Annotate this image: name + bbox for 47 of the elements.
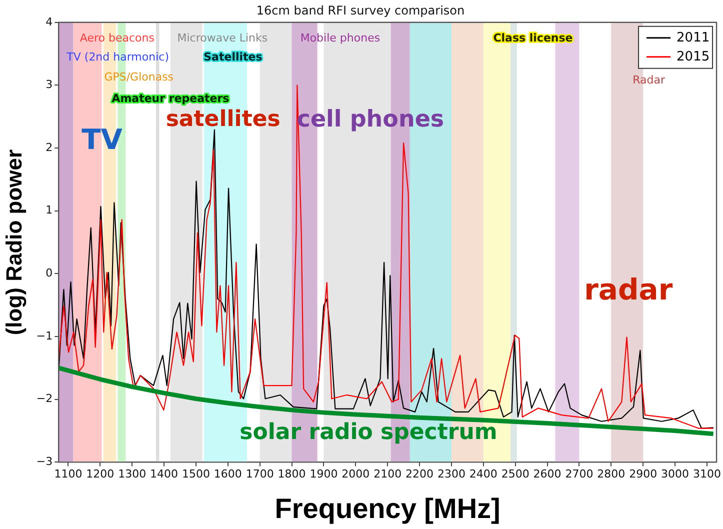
annotation: GPS/Glonass xyxy=(104,70,174,84)
annotation: Aero beacons xyxy=(80,32,155,45)
y-tick-label: −2 xyxy=(36,392,53,406)
annotation: Class license xyxy=(493,32,573,45)
x-tick-label: 1200 xyxy=(86,468,114,481)
annotation: Amateur repeaters xyxy=(112,92,230,105)
x-tick-label: 1600 xyxy=(214,468,242,481)
y-tick-label: −3 xyxy=(36,455,53,468)
x-tick-label: 2400 xyxy=(469,468,498,481)
annotation: TV (2nd harmonic) xyxy=(66,50,169,64)
y-axis-title: (log) Radio power xyxy=(1,148,26,336)
x-tick-label: 1900 xyxy=(310,468,338,481)
y-tick-label: 2 xyxy=(46,140,53,154)
x-tick-label: 2600 xyxy=(533,468,562,481)
x-tick-label: 1100 xyxy=(54,468,82,481)
x-axis-title: Frequency [MHz] xyxy=(274,492,500,524)
chart-title: 16cm band RFI survey comparison xyxy=(256,3,465,18)
annotation: TV xyxy=(82,122,123,156)
x-tick-label: 2000 xyxy=(342,468,370,481)
legend-label: 2011 xyxy=(676,30,710,46)
x-tick-label: 1300 xyxy=(118,468,146,481)
y-tick-label: 4 xyxy=(46,15,53,28)
annotation: Mobile phones xyxy=(300,32,380,45)
x-tick-label: 1700 xyxy=(246,468,274,481)
x-tick-label: 1400 xyxy=(150,468,178,481)
annotation: satellites xyxy=(166,107,280,132)
annotation: Radar xyxy=(632,73,666,86)
x-tick-label: 1500 xyxy=(182,468,210,481)
annotation: Satellites xyxy=(204,50,263,64)
legend-label: 2015 xyxy=(676,49,710,64)
x-tick-label: 3100 xyxy=(692,468,721,481)
x-tick-label: 2900 xyxy=(629,468,658,481)
annotation: solar radio spectrum xyxy=(240,420,498,445)
y-tick-label: 0 xyxy=(46,266,53,280)
x-tick-label: 2200 xyxy=(406,468,434,481)
y-tick-label: 3 xyxy=(46,78,53,92)
y-tick-label: 1 xyxy=(46,204,53,217)
annotation: Microwave Links xyxy=(177,32,268,45)
y-tick-label: −1 xyxy=(36,329,53,342)
annotation: radar xyxy=(584,272,674,307)
x-tick-label: 2800 xyxy=(597,468,626,481)
x-tick-label: 2500 xyxy=(501,468,530,481)
x-tick-label: 3000 xyxy=(661,468,690,481)
x-tick-label: 2300 xyxy=(437,468,466,481)
x-tick-label: 2700 xyxy=(565,468,594,481)
x-tick-label: 2100 xyxy=(374,468,402,481)
x-tick-label: 1800 xyxy=(278,468,306,481)
